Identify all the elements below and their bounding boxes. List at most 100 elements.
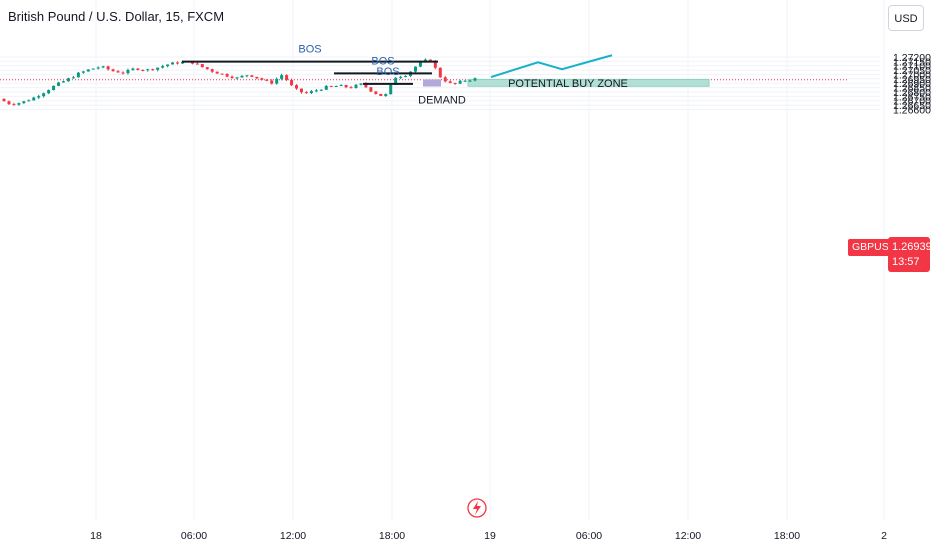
- y-tick-label: 1.27100: [893, 61, 931, 73]
- candle-body: [235, 77, 239, 79]
- candle-body: [245, 75, 249, 77]
- candle-body: [126, 69, 130, 74]
- candle-body: [195, 63, 199, 65]
- y-tick-label: 1.26750: [893, 91, 931, 103]
- candle: [22, 101, 26, 104]
- candle: [17, 102, 21, 106]
- candle-body: [12, 104, 16, 106]
- candle: [453, 82, 457, 85]
- candle: [37, 94, 41, 100]
- x-tick-label: 06:00: [181, 530, 207, 542]
- y-tick-label: 1.26600: [893, 104, 931, 116]
- candle: [270, 79, 274, 85]
- candle: [329, 85, 333, 87]
- lightning-icon[interactable]: [467, 498, 487, 518]
- candle-body: [215, 71, 219, 74]
- candle-body: [433, 60, 437, 68]
- candle-body: [299, 88, 303, 93]
- candle-body: [314, 90, 318, 92]
- candle-body: [374, 91, 378, 94]
- candle-body: [7, 101, 11, 105]
- candle-body: [250, 75, 254, 77]
- x-tick-label: 06:00: [576, 530, 602, 542]
- x-tick-label: 12:00: [280, 530, 306, 542]
- candle-body: [240, 75, 244, 78]
- y-tick-label: 1.26950: [893, 74, 931, 86]
- candle-body: [448, 81, 452, 83]
- x-tick-label: 18:00: [379, 530, 405, 542]
- candle-body: [180, 61, 184, 64]
- candle-body: [359, 83, 363, 85]
- candle-body: [121, 72, 125, 74]
- candle-body: [453, 82, 457, 84]
- candle-body: [463, 80, 467, 82]
- candle-body: [27, 100, 31, 102]
- candle-body: [329, 85, 333, 87]
- candle-body: [131, 68, 135, 70]
- candle: [235, 76, 239, 80]
- candle: [27, 99, 31, 102]
- candle-body: [379, 93, 383, 96]
- candle-body: [295, 85, 299, 89]
- candle-body: [2, 98, 6, 102]
- candle: [101, 65, 105, 69]
- candle: [304, 91, 308, 94]
- candle: [245, 75, 249, 78]
- candle: [52, 85, 56, 91]
- y-tick-label: 1.26900: [893, 78, 931, 90]
- candle: [384, 93, 388, 97]
- ticker-badge: GBPUSD: [848, 239, 901, 256]
- candle: [106, 65, 110, 71]
- candle: [473, 77, 477, 82]
- candle: [339, 84, 343, 87]
- candle: [463, 79, 467, 82]
- candle: [136, 68, 140, 71]
- candle: [280, 73, 284, 81]
- candle-body: [319, 89, 323, 91]
- candle: [369, 86, 373, 93]
- candle-body: [349, 87, 353, 89]
- candle-body: [156, 67, 160, 70]
- candle: [131, 67, 135, 71]
- candle-body: [384, 94, 388, 96]
- candle-body: [304, 92, 308, 94]
- candle: [176, 61, 180, 65]
- candle: [290, 78, 294, 86]
- candle-body: [404, 75, 408, 77]
- candle-body: [205, 67, 209, 70]
- candle: [240, 74, 244, 78]
- x-tick-label: 12:00: [675, 530, 701, 542]
- candle: [314, 88, 318, 93]
- candle: [374, 90, 378, 95]
- x-tick-label: 19: [484, 530, 496, 542]
- candle-body: [106, 66, 110, 70]
- currency-button[interactable]: USD: [888, 5, 924, 31]
- candle: [334, 85, 338, 87]
- candle-body: [230, 76, 234, 79]
- candle: [414, 66, 418, 73]
- candle-body: [354, 84, 358, 89]
- candle: [319, 89, 323, 92]
- y-tick-label: 1.26850: [893, 83, 931, 95]
- candle: [225, 73, 229, 78]
- candle: [121, 71, 125, 75]
- candle-body: [428, 59, 432, 61]
- potential-buy-zone: [467, 78, 710, 87]
- candle: [324, 84, 328, 91]
- candle: [57, 81, 61, 87]
- candle-body: [309, 91, 313, 94]
- candle-body: [438, 67, 442, 78]
- candle: [91, 68, 95, 70]
- candle: [399, 75, 403, 80]
- candle: [404, 75, 408, 78]
- candle-body: [166, 64, 170, 67]
- candle-body: [116, 71, 120, 73]
- candle-body: [414, 66, 418, 72]
- candle-body: [418, 62, 422, 67]
- candle: [230, 75, 234, 79]
- lightning-icon-bolt[interactable]: [473, 501, 481, 515]
- candle: [96, 66, 100, 70]
- y-tick-label: 1.26650: [893, 100, 931, 112]
